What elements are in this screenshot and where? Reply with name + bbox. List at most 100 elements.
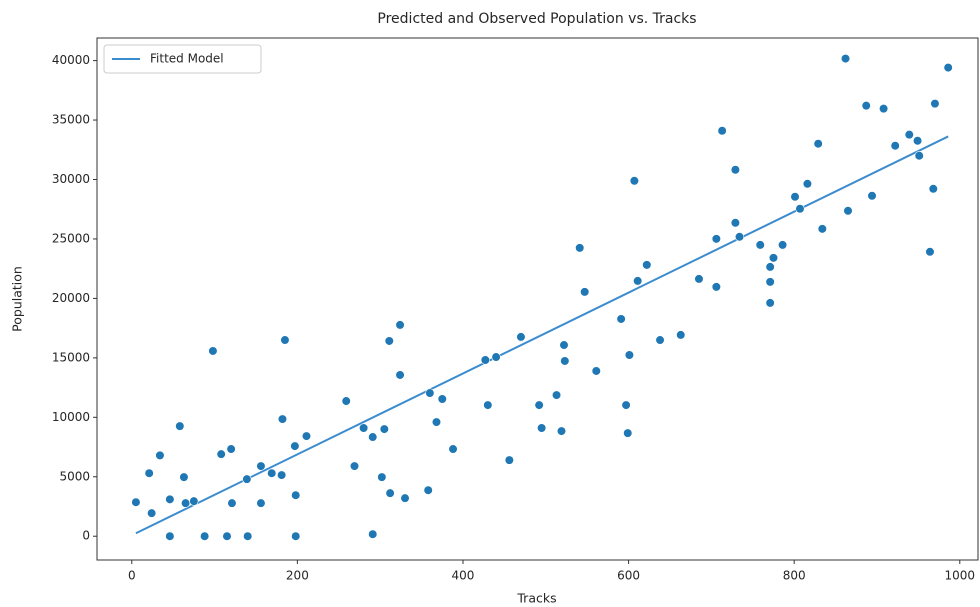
data-point: [623, 428, 633, 438]
data-point: [516, 332, 526, 342]
data-point: [341, 396, 351, 406]
fitted-line: [135, 135, 949, 535]
data-point: [437, 394, 447, 404]
data-point: [802, 179, 813, 189]
data-point: [616, 314, 626, 324]
data-point: [290, 441, 300, 451]
data-point: [291, 490, 301, 500]
data-point: [655, 335, 665, 345]
data-point: [730, 218, 740, 228]
data-point: [243, 531, 253, 541]
data-point: [425, 388, 435, 398]
data-point: [256, 461, 266, 471]
data-point: [711, 282, 721, 292]
y-tick-label: 0: [82, 529, 90, 543]
data-point: [556, 426, 567, 436]
data-point: [400, 493, 410, 503]
data-point: [914, 151, 924, 161]
y-tick-label: 20000: [52, 291, 90, 305]
data-point: [349, 461, 360, 471]
data-point: [200, 531, 210, 541]
data-point: [379, 424, 389, 434]
data-point: [377, 472, 387, 482]
y-tick-label: 40000: [52, 53, 90, 67]
y-tick-label: 35000: [52, 113, 90, 127]
data-point: [777, 240, 788, 250]
x-axis-label: Tracks: [516, 591, 556, 606]
x-tick-label: 400: [452, 569, 475, 583]
data-point: [676, 330, 686, 340]
data-point: [621, 400, 631, 410]
data-point: [912, 136, 923, 146]
data-point: [765, 298, 775, 308]
data-point: [395, 320, 405, 330]
data-point: [717, 126, 727, 136]
data-point: [642, 260, 652, 270]
data-point: [624, 350, 635, 360]
x-tick-label: 0: [128, 569, 136, 583]
data-point: [790, 192, 800, 202]
data-point: [867, 191, 877, 201]
data-point: [448, 444, 458, 454]
plot-frame: [96, 37, 979, 561]
data-point: [256, 498, 266, 508]
data-point: [629, 176, 639, 186]
x-tick-label: 600: [617, 569, 640, 583]
data-point: [795, 204, 805, 214]
data-point: [591, 366, 601, 376]
data-point: [180, 498, 191, 508]
data-point: [359, 423, 369, 433]
data-point: [227, 498, 237, 508]
data-point: [483, 400, 493, 410]
data-point: [216, 449, 226, 459]
data-point: [504, 455, 514, 465]
data-point: [861, 101, 871, 111]
data-point: [131, 497, 141, 507]
data-point: [930, 99, 940, 109]
x-tick-label: 200: [286, 569, 309, 583]
data-point: [840, 53, 851, 64]
y-tick-label: 25000: [52, 231, 90, 245]
data-point: [242, 474, 252, 484]
data-point: [431, 417, 442, 427]
data-point: [175, 421, 185, 431]
data-point: [813, 139, 823, 149]
data-point: [491, 352, 501, 362]
data-point: [384, 336, 394, 346]
chart-title: Predicted and Observed Population vs. Tr…: [377, 11, 696, 27]
data-point: [226, 444, 236, 454]
data-point: [575, 243, 585, 253]
data-point: [768, 253, 779, 263]
data-point: [559, 340, 569, 350]
data-point: [208, 346, 218, 356]
x-tick-label: 800: [783, 569, 806, 583]
data-point: [222, 531, 232, 541]
data-point: [928, 184, 938, 194]
data-point: [633, 276, 643, 286]
data-point: [694, 274, 704, 284]
data-point: [904, 130, 914, 140]
legend-box: [103, 44, 262, 74]
legend-label: Fitted Model: [150, 52, 224, 66]
data-point: [711, 234, 721, 244]
data-point: [560, 356, 570, 366]
data-point: [165, 531, 175, 541]
data-point: [537, 423, 547, 433]
data-point: [277, 470, 287, 480]
data-point: [280, 335, 290, 345]
data-point: [765, 277, 775, 287]
data-point: [368, 432, 378, 442]
y-tick-label: 10000: [52, 410, 90, 424]
data-point: [165, 494, 175, 504]
data-point: [267, 468, 277, 478]
data-point: [943, 63, 953, 73]
data-point: [277, 414, 288, 424]
data-point: [817, 224, 827, 234]
data-point: [385, 488, 395, 498]
data-point: [925, 247, 935, 257]
x-tick-label: 1000: [945, 569, 976, 583]
data-point: [423, 485, 433, 495]
data-point: [765, 262, 775, 272]
data-point: [551, 390, 562, 400]
